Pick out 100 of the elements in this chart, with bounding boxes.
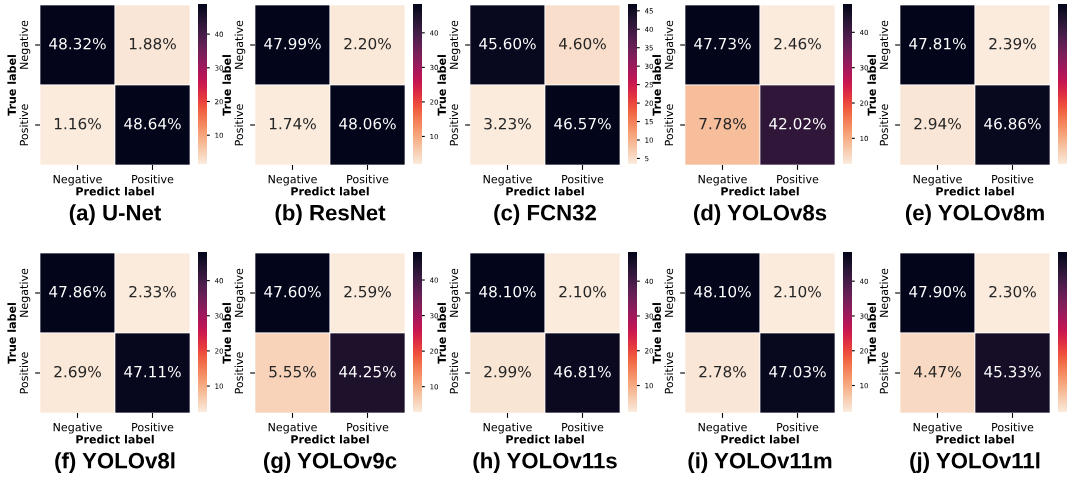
y-tick-label: Negative — [19, 20, 31, 69]
data-label: 2.69% — [54, 365, 101, 378]
y-axis-title: True label — [222, 55, 231, 116]
x-tick-label: Positive — [562, 174, 604, 184]
y-tick-label: Positive — [234, 104, 244, 146]
y-tick-label: Negative — [879, 20, 891, 69]
data-label: 47.99% — [264, 37, 321, 50]
data-label: 48.10% — [479, 285, 536, 298]
x-axis-title: Predict label — [936, 186, 1014, 196]
data-label: 48.32% — [49, 37, 106, 50]
x-tick-label: Negative — [483, 174, 532, 186]
y-tick-label: Negative — [879, 268, 891, 317]
y-tick-label: Positive — [879, 104, 889, 146]
data-label: 2.94% — [914, 117, 961, 130]
text: (j) YOLOv11l — [910, 452, 1040, 473]
y-axis-title: True label — [652, 55, 661, 116]
data-label: 4.60% — [558, 37, 606, 50]
data-label: 48.06% — [339, 117, 396, 130]
x-tick-label: Negative — [53, 174, 102, 186]
x-tick-label: Positive — [132, 174, 174, 184]
y-axis-title: True label — [7, 55, 16, 116]
text: (f) YOLOv8l — [55, 452, 175, 473]
data-label: 1.88% — [129, 37, 176, 50]
x-axis-title: Predict label — [721, 186, 799, 196]
text: (h) YOLOv11s — [473, 452, 617, 473]
x-axis-title: Predict label — [506, 434, 584, 444]
x-axis-title: Predict label — [721, 434, 799, 444]
x-axis-title: Predict label — [506, 186, 584, 196]
y-tick-label: Negative — [664, 268, 676, 317]
x-tick-label: Positive — [347, 174, 389, 184]
x-tick-label: Positive — [992, 174, 1034, 184]
data-label: 46.57% — [554, 117, 611, 130]
y-tick-label: Negative — [449, 20, 461, 69]
y-axis-title: True label — [437, 303, 446, 364]
data-label: 2.33% — [129, 285, 176, 298]
y-tick-label: Negative — [234, 20, 246, 69]
data-label: 47.81% — [909, 37, 966, 50]
x-tick-label: Positive — [777, 174, 819, 184]
y-tick-label: Negative — [234, 268, 246, 317]
data-label: 46.81% — [554, 365, 611, 378]
y-tick-label: Positive — [449, 352, 459, 394]
y-axis-title: True label — [222, 303, 231, 364]
data-label: 47.90% — [909, 285, 966, 298]
y-tick-label: Positive — [19, 352, 29, 394]
data-label: 2.78% — [699, 365, 746, 378]
text: (a) U-Net — [69, 204, 162, 225]
y-axis-title: True label — [652, 303, 661, 364]
data-label: 45.33% — [984, 365, 1041, 378]
x-tick-label: Negative — [698, 174, 747, 186]
y-axis-title: True label — [437, 55, 446, 116]
y-tick-label: Positive — [234, 352, 244, 394]
y-tick-label: Negative — [449, 268, 461, 317]
y-axis-title: True label — [7, 303, 16, 364]
data-label: 48.10% — [694, 285, 751, 298]
x-tick-label: Positive — [347, 422, 389, 432]
text: (g) YOLOv9c — [264, 452, 397, 474]
data-label: 46.86% — [984, 117, 1041, 130]
data-label: 44.25% — [339, 365, 396, 378]
data-label: 2.59% — [344, 285, 391, 298]
x-axis-title: Predict label — [291, 186, 369, 196]
data-label: 42.02% — [769, 117, 826, 130]
x-tick-label: Negative — [698, 422, 747, 434]
x-tick-label: Negative — [268, 174, 317, 186]
x-tick-label: Positive — [132, 422, 174, 432]
data-label: 3.23% — [484, 117, 531, 130]
data-label: 2.20% — [344, 37, 391, 50]
data-label: 7.78% — [699, 117, 746, 130]
text: (i) YOLOv11m — [688, 452, 832, 473]
data-label: 45.60% — [479, 37, 536, 50]
y-tick-label: Positive — [664, 352, 674, 394]
y-axis-title: True label — [867, 55, 876, 116]
x-axis-title: Predict label — [76, 186, 154, 196]
text: (d) YOLOv8s — [694, 204, 827, 225]
y-tick-label: Negative — [19, 268, 31, 317]
text: (e) YOLOv8m — [905, 204, 1044, 225]
x-tick-label: Positive — [777, 422, 819, 432]
x-tick-label: Negative — [913, 422, 962, 434]
x-tick-label: Positive — [562, 422, 604, 432]
y-axis-title: True label — [867, 303, 876, 364]
x-tick-label: Positive — [992, 422, 1034, 432]
data-label: 1.74% — [269, 117, 316, 130]
data-label: 4.47% — [913, 365, 961, 378]
x-tick-label: Negative — [913, 174, 962, 186]
y-tick-label: Negative — [664, 20, 676, 69]
text: (c) FCN32 — [494, 204, 596, 225]
data-label: 2.10% — [559, 285, 606, 298]
data-label: 2.30% — [989, 285, 1036, 298]
x-tick-label: Negative — [53, 422, 102, 434]
data-label: 47.60% — [264, 285, 321, 298]
data-label: 47.03% — [769, 365, 826, 378]
x-axis-title: Predict label — [291, 434, 369, 444]
x-tick-label: Negative — [483, 422, 532, 434]
x-tick-label: Negative — [268, 422, 317, 434]
y-tick-label: Positive — [449, 104, 459, 146]
text: (b) ResNet — [275, 204, 386, 225]
x-axis-title: Predict label — [936, 434, 1014, 444]
data-label: 47.11% — [124, 365, 181, 378]
data-label: 2.10% — [774, 285, 821, 298]
data-label: 47.73% — [694, 37, 751, 50]
data-label: 48.64% — [124, 117, 181, 130]
